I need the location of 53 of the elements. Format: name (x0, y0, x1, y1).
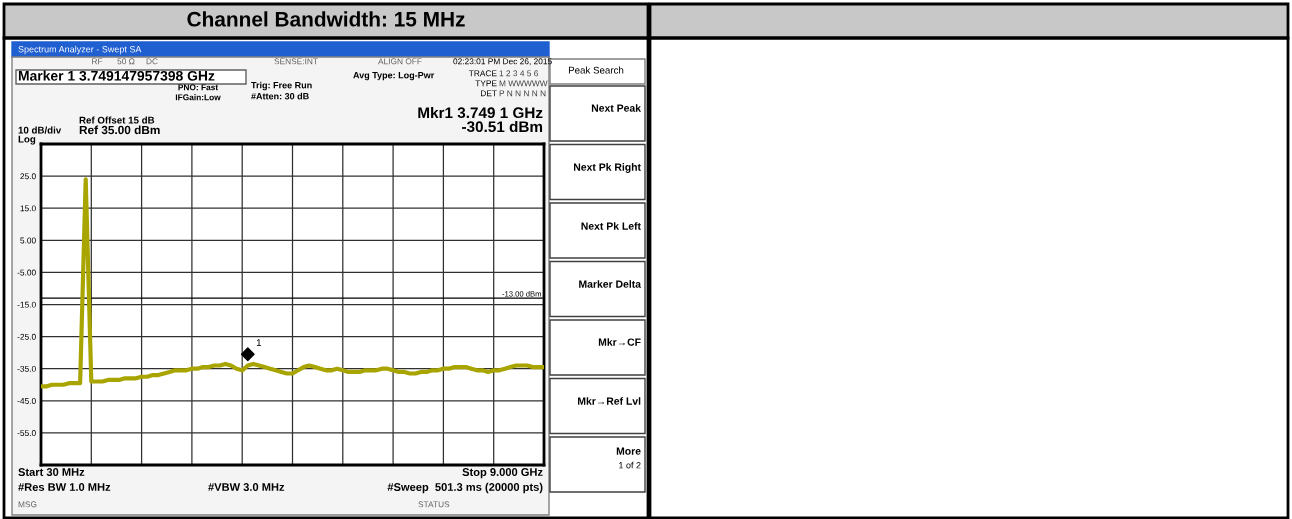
text: Mkr1 3.749 1 GHz (418, 106, 543, 119)
text: Spectrum Analyzer - Swept SA (18, 45, 142, 55)
y-tick-label: 25.0 (20, 173, 36, 180)
text: M WWWWW (499, 80, 548, 87)
y-tick-label: 5.00 (20, 237, 36, 244)
text: 02:23:01 PM Dec 26, 2015 (453, 58, 552, 66)
text: Trig: Free Run (251, 81, 312, 91)
line-series (41, 177, 544, 389)
y-tick-label: -35.0 (17, 365, 36, 372)
text: Ref Offset 15 dB (79, 116, 155, 124)
text: #VBW 3.0 MHz (208, 483, 285, 491)
text: #Res BW 1.0 MHz (18, 483, 111, 491)
text: MSG (18, 501, 37, 508)
text: Avg Type: Log-Pwr (353, 72, 435, 81)
y-tick-label: -25.0 (17, 333, 36, 340)
text: DET (481, 90, 497, 97)
text: TYPE (475, 80, 497, 87)
y-tick-label: -55.0 (17, 430, 36, 436)
chart-title: Channel Bandwidth: 15 MHz (187, 11, 465, 27)
text: 10 dB/div (18, 126, 62, 134)
text: Mkr→Ref Lvl (578, 397, 641, 405)
text: IFGain:Low (175, 94, 221, 101)
text: Peak Search (568, 66, 624, 74)
text: ALIGN OFF (378, 58, 422, 65)
text: Start 30 MHz (18, 468, 85, 476)
y-tick-label: -15.0 (17, 301, 36, 308)
text: Ref 35.00 dBm (79, 125, 160, 135)
text: Next Pk Right (573, 163, 641, 173)
text: 50 Ω (117, 58, 135, 65)
text: Marker Delta (579, 280, 642, 288)
text: #Atten: 30 dB (251, 92, 309, 100)
text: P N N N N N (499, 90, 546, 97)
text: Stop 9.000 GHz (462, 468, 543, 479)
text: Marker 1 3.749147957398 GHz (18, 70, 215, 81)
text: Next Peak (591, 104, 642, 112)
text: DC (146, 58, 158, 65)
text: 1 2 3 4 5 6 (499, 70, 539, 77)
annotation: 1 (256, 339, 262, 346)
y-tick-label: -45.0 (17, 398, 36, 404)
text: SENSE:INT (274, 58, 318, 65)
text: -30.51 dBm (462, 120, 543, 133)
text: Log (18, 135, 36, 145)
text: PNO: Fast (178, 84, 219, 91)
text: Next Pk Left (581, 222, 641, 230)
text: #Sweep 501.3 ms (20000 pts) (387, 482, 543, 494)
text: TRACE (468, 70, 497, 77)
text: 1 of 2 (619, 461, 641, 469)
y-tick-label: 15.0 (20, 205, 36, 212)
y-tick-label: -5.00 (17, 269, 36, 276)
text: Mkr→CF (598, 338, 641, 346)
text: RF (92, 58, 103, 65)
text: STATUS (418, 501, 450, 508)
text: More (616, 447, 641, 455)
